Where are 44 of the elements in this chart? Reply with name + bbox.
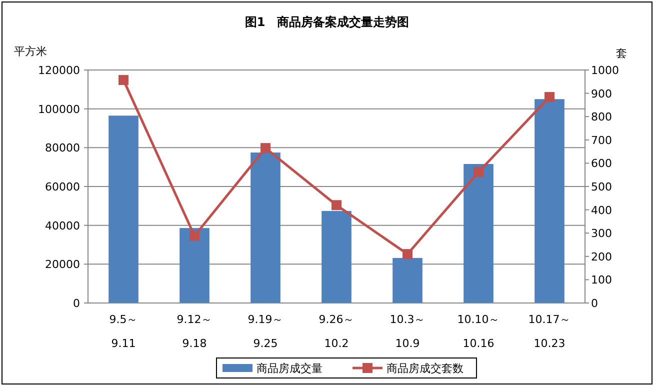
x-tick-label: 9.12～9.18 [176,313,212,350]
point [260,143,270,154]
point [544,92,554,102]
bar [464,164,494,303]
y-tick-label: 80000 [45,142,80,155]
x-tick-label: 9.19～9.25 [248,313,284,350]
y2-axis-title: 套 [616,47,627,60]
y2-tick-label: 100 [591,274,612,287]
y-tick-label: 40000 [45,219,80,232]
legend-label: 商品房成交套数 [386,362,464,375]
bar [180,228,210,303]
y2-tick-label: 500 [591,180,612,194]
point [118,75,128,86]
legend-label: 商品房成交量 [256,362,322,375]
y2-tick-label: 400 [591,204,612,217]
y2-tick-label: 700 [591,134,612,147]
y2-tick-label: 0 [591,297,598,310]
x-tick-label: 10.10～10.16 [457,313,500,350]
y-axis-title: 平方米 [14,45,47,58]
y2-tick-label: 600 [591,157,612,170]
y2-tick-label: 200 [591,250,612,264]
y2-tick-label: 1000 [591,64,619,77]
chart-title: 图1 商品房备案成交量走势图 [244,15,410,29]
y-tick-label: 0 [73,297,80,310]
y-tick-label: 20000 [45,258,80,272]
x-tick-label: 10.17～10.23 [528,313,571,350]
bar [392,258,422,303]
y2-tick-label: 300 [591,227,612,240]
x-tick-label: 10.3～10.9 [390,313,426,350]
y-tick-label: 60000 [45,180,80,194]
x-tick-label: 9.26～10.2 [318,313,354,350]
y-tick-label: 120000 [38,64,80,77]
x-tick-label: 9.5～9.11 [109,313,138,350]
bar [534,99,564,303]
point [190,230,200,241]
bar [250,152,280,303]
point [474,167,484,178]
bar [108,116,138,303]
point [402,249,412,260]
y-tick-label: 100000 [38,102,80,116]
bar [322,210,352,303]
y2-tick-label: 800 [591,110,612,124]
point [332,200,342,210]
y2-tick-label: 900 [591,87,612,100]
